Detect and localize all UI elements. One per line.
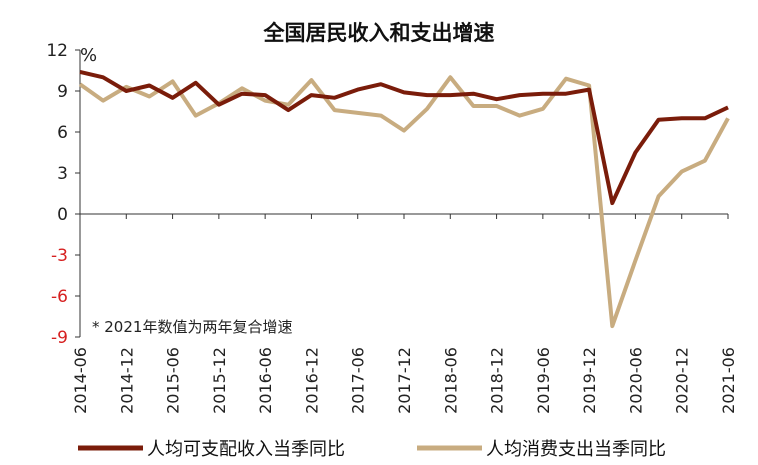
- series-line-1: [79, 69, 729, 206]
- y-tick-label: 9: [57, 82, 68, 102]
- x-tick-label: 2021-06: [719, 347, 738, 414]
- y-tick-label: 3: [57, 164, 68, 184]
- series-group: [78, 69, 730, 329]
- x-tick-label: 2015-12: [210, 347, 229, 414]
- x-tick-label: 2019-12: [580, 347, 599, 414]
- y-tick-label: -9: [51, 328, 68, 348]
- x-tick-label: 2020-06: [626, 347, 645, 414]
- x-tick-label: 2017-12: [395, 347, 414, 414]
- x-tick-label: 2014-12: [117, 347, 136, 414]
- x-tick-label: 2018-06: [441, 347, 460, 414]
- y-tick-label: -6: [51, 287, 68, 307]
- y-tick-label: 12: [46, 41, 68, 61]
- y-tick-label: -3: [51, 246, 68, 266]
- chart-title: 全国居民收入和支出增速: [263, 21, 495, 45]
- legend-label-2: 人均消费支出当季同比: [486, 439, 666, 460]
- series-line-2: [78, 75, 730, 329]
- x-tick-label: 2018-12: [488, 347, 507, 414]
- y-unit-label: %: [80, 45, 97, 66]
- x-tick-label: 2016-06: [256, 347, 275, 414]
- x-tick-label: 2020-12: [673, 347, 692, 414]
- x-tick-label: 2014-06: [71, 347, 90, 414]
- legend: 人均可支配收入当季同比 人均消费支出当季同比: [78, 439, 666, 460]
- chart-note: * 2021年数值为两年复合增速: [92, 318, 292, 336]
- x-tick-label: 2017-06: [349, 347, 368, 414]
- x-tick-label: 2019-06: [534, 347, 553, 414]
- y-tick-label: 6: [57, 123, 68, 143]
- legend-label-1: 人均可支配收入当季同比: [147, 439, 345, 460]
- x-tick-label: 2015-06: [164, 347, 183, 414]
- y-tick-label: 0: [57, 205, 68, 225]
- x-tick-label: 2016-12: [302, 347, 321, 414]
